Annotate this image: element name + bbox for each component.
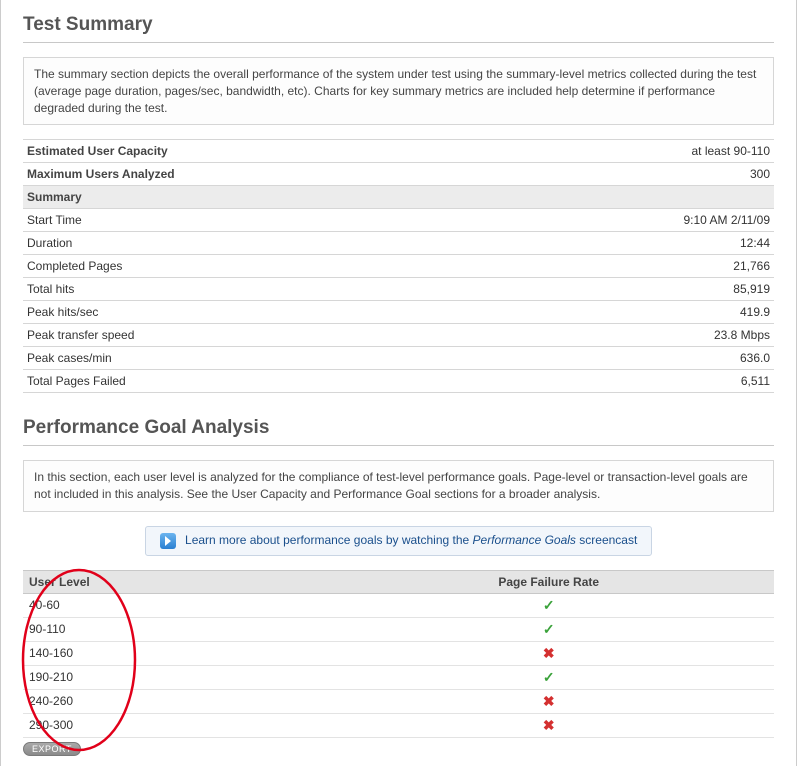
metric-value: 85,919 [490,278,774,301]
goal-col-user-level: User Level [23,570,323,593]
user-level-range: 90-110 [23,617,323,641]
metric-value: 12:44 [490,232,774,255]
user-level-range: 40-60 [23,593,323,617]
learn-more-pre: Learn more about performance goals by wa… [185,533,473,547]
metric-label: Total Pages Failed [23,370,490,393]
metric-value: 636.0 [490,347,774,370]
learn-more-post: screencast [576,533,637,547]
table-row: 290-300✖ [23,713,774,737]
goal-col-failure-rate: Page Failure Rate [323,570,774,593]
metric-value: 21,766 [490,255,774,278]
metric-value: 300 [490,163,774,186]
test-summary-heading: Test Summary [23,14,774,43]
metric-label: Start Time [23,209,490,232]
goal-analysis-heading: Performance Goal Analysis [23,417,774,446]
table-row: 240-260✖ [23,689,774,713]
fail-icon: ✖ [323,641,774,665]
table-row: 40-60✓ [23,593,774,617]
metric-value: at least 90-110 [490,140,774,163]
metric-label: Peak hits/sec [23,301,490,324]
metric-label: Estimated User Capacity [23,140,490,163]
user-level-range: 140-160 [23,641,323,665]
metrics-group-header: Summary [23,186,774,209]
pass-icon: ✓ [323,665,774,689]
metrics-table: Estimated User Capacityat least 90-110Ma… [23,139,774,393]
pass-icon: ✓ [323,593,774,617]
metric-label: Duration [23,232,490,255]
user-level-range: 290-300 [23,713,323,737]
user-level-range: 190-210 [23,665,323,689]
table-row: 140-160✖ [23,641,774,665]
metric-label: Maximum Users Analyzed [23,163,490,186]
export-button[interactable]: EXPORT [23,742,81,756]
metric-label: Peak cases/min [23,347,490,370]
pass-icon: ✓ [323,617,774,641]
metric-label: Peak transfer speed [23,324,490,347]
learn-more-callout[interactable]: Learn more about performance goals by wa… [145,526,653,556]
table-row: 190-210✓ [23,665,774,689]
metric-value: 23.8 Mbps [490,324,774,347]
play-icon [160,533,176,549]
user-level-range: 240-260 [23,689,323,713]
learn-more-link[interactable]: Performance Goals [473,533,576,547]
test-summary-description: The summary section depicts the overall … [23,57,774,125]
metric-value: 6,511 [490,370,774,393]
goal-analysis-description: In this section, each user level is anal… [23,460,774,512]
fail-icon: ✖ [323,713,774,737]
table-row: 90-110✓ [23,617,774,641]
fail-icon: ✖ [323,689,774,713]
metric-value: 9:10 AM 2/11/09 [490,209,774,232]
metric-value: 419.9 [490,301,774,324]
goal-table: User LevelPage Failure Rate40-60✓90-110✓… [23,570,774,738]
metric-label: Total hits [23,278,490,301]
metric-label: Completed Pages [23,255,490,278]
